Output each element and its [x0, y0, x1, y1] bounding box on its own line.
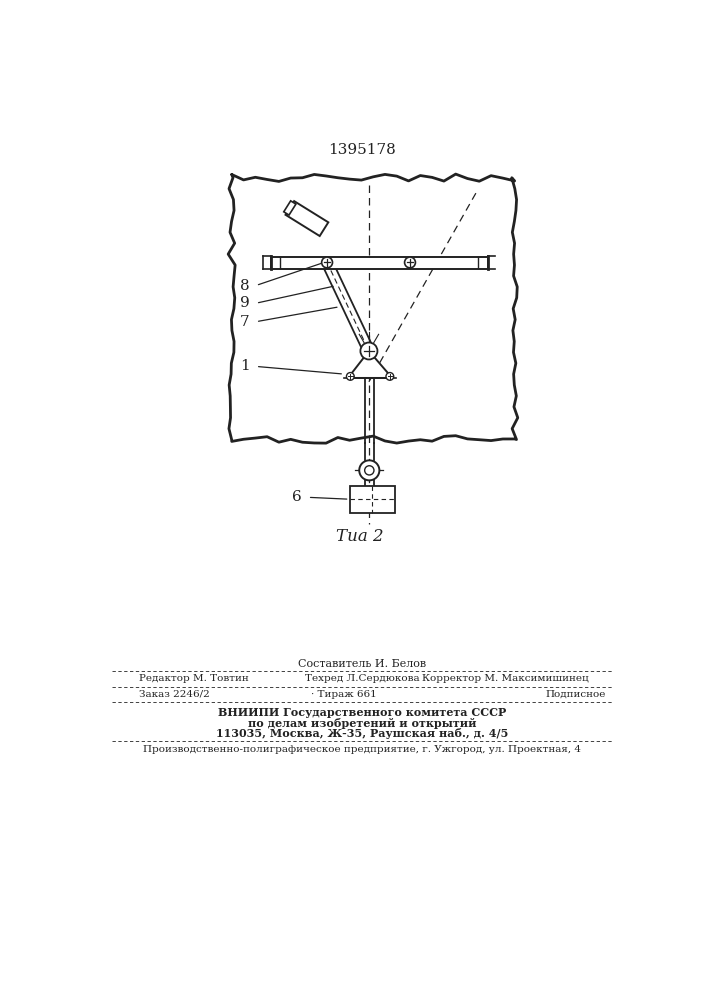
Text: Корректор М. Максимишинец: Корректор М. Максимишинец [421, 674, 588, 683]
Bar [349, 486, 395, 513]
Text: Τиа 2: Τиа 2 [336, 528, 383, 545]
Polygon shape [348, 351, 392, 378]
Text: Техред Л.Сердюкова: Техред Л.Сердюкова [305, 674, 419, 683]
Circle shape [322, 257, 332, 268]
Circle shape [404, 257, 416, 268]
Text: 8: 8 [240, 279, 250, 293]
Text: Редактор М. Товтин: Редактор М. Товтин [139, 674, 248, 683]
Circle shape [359, 460, 380, 480]
Text: 1395178: 1395178 [328, 143, 396, 157]
Circle shape [346, 373, 354, 380]
Text: 1: 1 [240, 359, 250, 373]
Text: 6: 6 [292, 490, 301, 504]
Text: 7: 7 [240, 315, 250, 329]
Circle shape [361, 343, 378, 359]
Circle shape [386, 373, 394, 380]
Text: Заказ 2246/2: Заказ 2246/2 [139, 690, 209, 699]
Text: 9: 9 [240, 296, 250, 310]
Circle shape [365, 466, 374, 475]
Text: · Тираж 661: · Тираж 661 [311, 690, 377, 699]
Text: Подписное: Подписное [546, 690, 606, 699]
Text: Производственно-полиграфическое предприятие, г. Ужгород, ул. Проектная, 4: Производственно-полиграфическое предприя… [143, 745, 581, 754]
Text: ВНИИПИ Государственного комитета СССР: ВНИИПИ Государственного комитета СССР [218, 707, 506, 718]
Polygon shape [286, 201, 328, 236]
Text: Составитель И. Белов: Составитель И. Белов [298, 659, 426, 669]
Bar [271, 257, 488, 269]
Text: по делам изобретений и открытий: по делам изобретений и открытий [247, 718, 477, 729]
Text: 113035, Москва, Ж-35, Раушская наб., д. 4/5: 113035, Москва, Ж-35, Раушская наб., д. … [216, 728, 508, 739]
Polygon shape [284, 201, 296, 215]
